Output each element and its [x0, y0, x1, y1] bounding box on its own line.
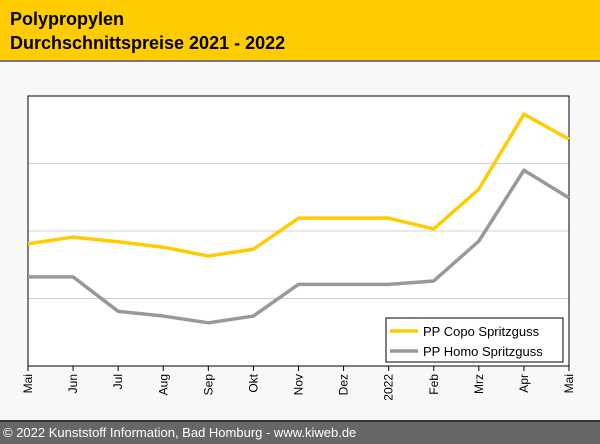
x-tick-label: Mrz: [472, 374, 486, 394]
x-tick-label: Aug: [156, 374, 170, 395]
line-chart: Mai Jun Jul Aug Sep Okt Nov Dez 2022 Feb Mrz Apr Mai…: [21, 95, 576, 401]
copyright-footer: © 2022 Kunststoff Information, Bad Hombu…: [0, 420, 600, 444]
x-tick-label: Mai: [562, 374, 576, 393]
legend: [385, 317, 564, 363]
x-tick-label: Jul: [111, 374, 125, 389]
chart-title: Polypropylen: [10, 9, 125, 29]
x-tick-label: Feb: [427, 374, 441, 395]
x-tick-label: Mai: [21, 374, 35, 393]
x-tick-label: Sep: [201, 374, 215, 396]
x-tick-label: Dez: [337, 374, 351, 395]
legend-label: PP Homo Spritzguss: [423, 344, 543, 359]
x-tick-label: Jun: [66, 374, 80, 393]
legend-label: PP Copo Spritzguss: [423, 324, 540, 339]
chart-subtitle: Durchschnittspreise 2021 - 2022: [10, 33, 286, 53]
x-tick-label: Nov: [292, 374, 306, 395]
x-tick-label: 2022: [382, 374, 396, 401]
chart-header: Polypropylen Durchschnittspreise 2021 - …: [0, 0, 600, 62]
x-tick-label: Okt: [246, 373, 260, 392]
x-tick-label: Apr: [517, 374, 531, 393]
